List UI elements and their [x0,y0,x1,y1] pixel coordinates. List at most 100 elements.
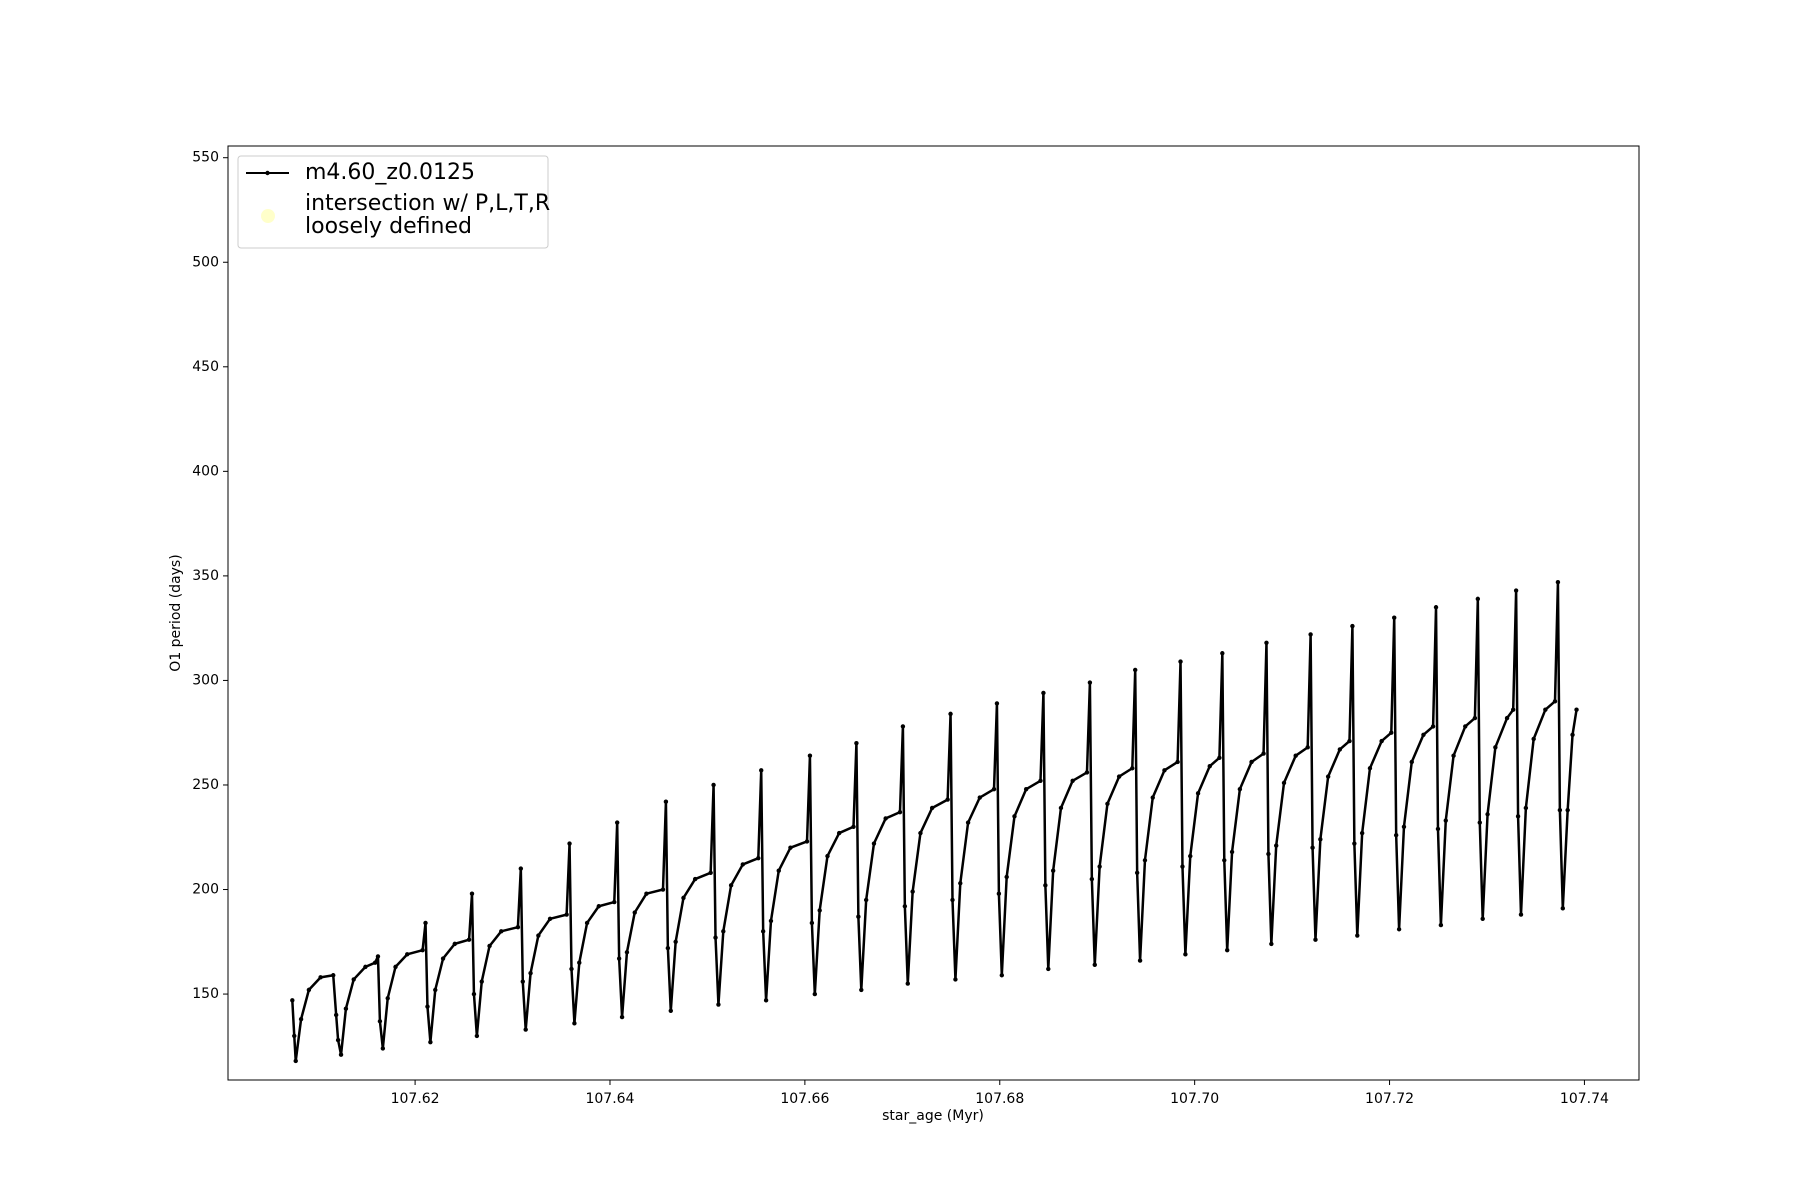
y-axis-label: O1 period (days) [168,554,184,671]
data-point [1443,818,1448,823]
data-point [499,929,504,934]
y-tick-label: 350 [192,568,219,584]
legend-box [237,155,549,249]
data-point [1421,732,1426,737]
data-point [1162,768,1167,773]
data-point [1513,588,1519,593]
data-point [318,975,323,980]
data-point [1352,841,1357,846]
data-point [1134,870,1140,875]
data-point [420,947,425,953]
data-point [902,904,908,909]
data-point [768,918,774,924]
data-point [405,952,410,957]
data-point [469,891,475,896]
data-point [1105,801,1110,806]
data-point [948,711,953,717]
data-point [338,1052,344,1057]
data-point [293,1058,298,1064]
data-point [1293,753,1298,758]
data-point [1266,851,1271,857]
data-point [1178,659,1183,664]
x-tick-label: 107.68 [975,1091,1024,1107]
data-point [569,966,574,972]
data-point [1310,845,1315,850]
data-point [756,855,761,861]
data-point [1224,947,1230,953]
data-point [564,912,569,917]
data-point [950,897,955,903]
data-point [999,973,1005,978]
data-point [668,1008,673,1013]
data-point [713,935,718,940]
data-point [584,920,590,926]
x-tick-label: 107.70 [1170,1091,1219,1107]
data-point [740,862,746,867]
data-point [1472,715,1478,721]
x-tick-label: 107.64 [585,1091,634,1107]
x-tick-label: 107.74 [1560,1091,1609,1107]
data-point [572,1021,577,1026]
y-tick-label: 200 [192,882,219,898]
legend-label: intersection w/ P,L,T,R loosely defined [305,191,550,239]
data-point [991,786,997,792]
data-point [1180,864,1185,869]
data-point [577,960,582,965]
data-point [1451,753,1456,758]
data-point [466,937,472,942]
data-point [1347,738,1352,744]
y-tick-label: 250 [192,777,219,793]
data-point [1087,680,1093,685]
data-point [351,977,356,982]
data-point [1555,579,1561,585]
data-point [1012,814,1017,819]
data-point [1038,778,1043,783]
data-point [1130,766,1135,771]
x-axis-label: star_age (Myr) [882,1108,984,1124]
data-point [776,868,781,873]
data-point [1084,770,1090,775]
data-point [474,1033,480,1039]
data-point [1515,814,1521,819]
data-point [859,987,864,993]
data-point [1433,605,1439,610]
data-point [1041,690,1046,696]
data-point [817,908,822,913]
data-point [994,701,1000,706]
data-point [1401,824,1407,829]
data-point [536,933,541,938]
y-tick-label: 550 [192,150,219,166]
data-point [1220,651,1225,656]
data-point [632,910,637,915]
data-point [523,1027,528,1032]
data-point [567,841,572,846]
data-point [1305,745,1310,750]
data-point [1217,755,1222,760]
data-point [1367,766,1373,771]
data-point [809,920,815,926]
data-point [883,816,888,821]
data-point [1552,699,1558,704]
data-point [1133,667,1138,673]
data-point [836,830,842,836]
data-point [440,956,446,961]
data-point [292,1033,297,1039]
data-point [1092,962,1097,967]
data-point [1463,724,1468,729]
data-point [306,987,312,993]
data-point [804,839,810,844]
data-point [728,883,734,888]
plot-frame [227,145,1640,1081]
data-point [807,753,813,758]
data-point [1531,736,1536,742]
data-point [900,724,906,729]
data-point [1269,941,1274,947]
data-point [1050,868,1056,873]
data-point [616,956,622,961]
data-point [372,960,378,965]
data-point [692,876,698,882]
data-point [298,1016,304,1022]
data-point [1543,707,1548,712]
data-point [1475,596,1481,602]
data-point [596,904,601,909]
